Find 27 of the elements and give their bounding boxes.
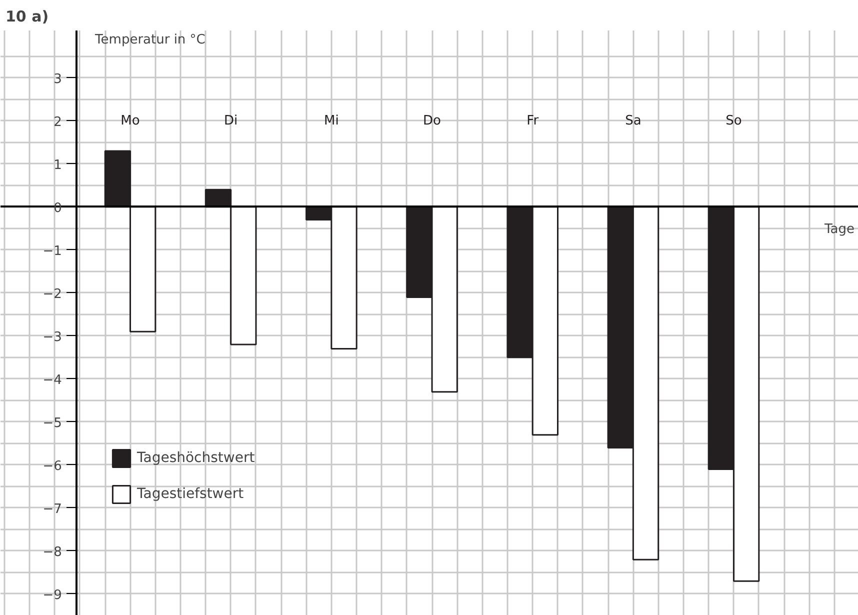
y-tick-label: −2 <box>42 286 62 302</box>
x-axis-title: Tage <box>823 222 855 237</box>
x-tick-label: So <box>726 113 742 128</box>
chart-title: 10 a) <box>6 8 49 26</box>
y-tick-label: 1 <box>54 158 62 173</box>
y-tick-label: −4 <box>42 372 62 388</box>
y-tick-label: −8 <box>42 544 62 560</box>
bar <box>130 206 156 332</box>
bar <box>104 150 132 208</box>
y-tick-label: −7 <box>42 502 62 517</box>
y-tick-label: −1 <box>42 244 62 259</box>
bar <box>230 206 257 346</box>
y-axis-title: Temperatur in °C <box>94 32 206 48</box>
legend-label: Tagestiefstwert <box>137 486 244 502</box>
x-tick-label: Sa <box>625 113 642 128</box>
x-tick-label: Fr <box>526 113 540 128</box>
x-tick-label: Mo <box>120 113 140 128</box>
x-tick-label: Mi <box>324 113 339 128</box>
y-tick-label: −6 <box>42 458 62 474</box>
y-tick-label: −3 <box>42 330 62 345</box>
y-tick-label: −9 <box>42 588 62 603</box>
y-tick-label: −5 <box>42 416 62 431</box>
y-tick-label: 2 <box>54 114 62 130</box>
y-tick-label: 3 <box>54 72 62 87</box>
x-tick-label: Do <box>423 113 442 128</box>
x-tick-label: Di <box>224 113 238 128</box>
legend-label: Tageshöchstwert <box>137 450 255 466</box>
